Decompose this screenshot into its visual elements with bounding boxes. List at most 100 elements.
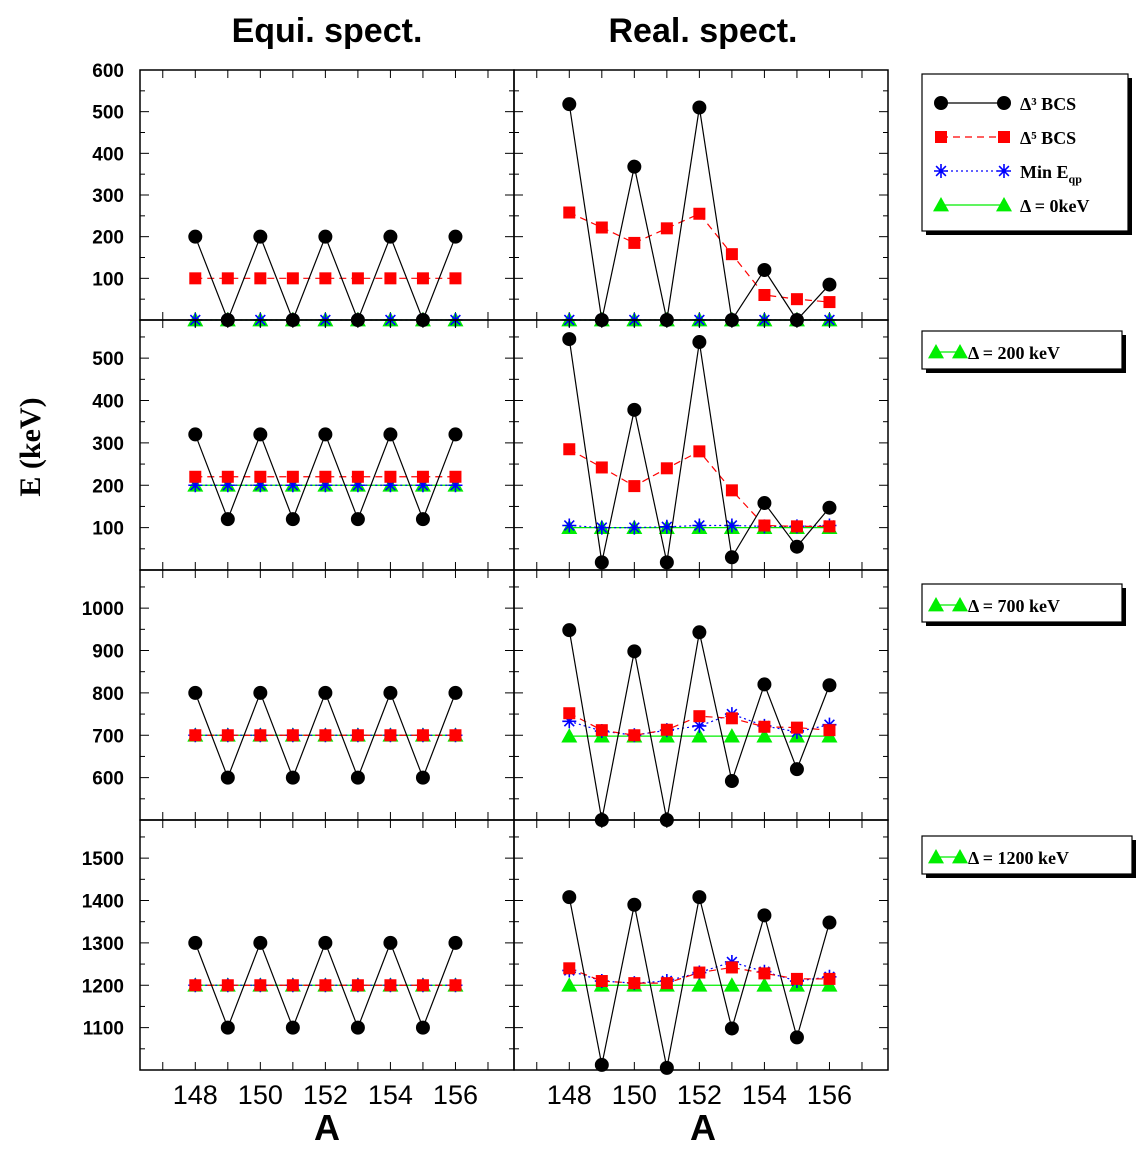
point-delta3 xyxy=(448,229,463,244)
point-delta5 xyxy=(254,470,267,483)
point-delta xyxy=(756,728,773,743)
point-delta5 xyxy=(286,272,299,285)
y-tick-label: 1400 xyxy=(82,892,124,913)
point-delta5 xyxy=(384,272,397,285)
point-min_eqp xyxy=(594,520,609,535)
point-delta5 xyxy=(563,962,576,975)
point-delta3 xyxy=(253,229,268,244)
point-delta5 xyxy=(758,967,771,980)
point-delta5 xyxy=(758,720,771,733)
point-min_eqp xyxy=(724,518,739,533)
point-min_eqp xyxy=(692,518,707,533)
point-delta3 xyxy=(448,427,463,442)
point-delta3 xyxy=(627,897,642,912)
point-delta5 xyxy=(693,445,706,458)
panels: 100 200 300 400 500 600 100 200 300 400 500 600 700 8… xyxy=(82,61,889,1110)
point-delta5 xyxy=(693,710,706,723)
point-delta3 xyxy=(220,512,235,527)
point-delta5 xyxy=(449,470,462,483)
point-delta3 xyxy=(724,550,739,565)
y-tick-label: 600 xyxy=(92,61,124,82)
point-delta3 xyxy=(789,762,804,777)
point-delta5 xyxy=(189,470,202,483)
y-tick-label: 400 xyxy=(92,392,124,413)
point-delta5 xyxy=(660,723,673,736)
point-delta3 xyxy=(627,644,642,659)
gap-legend-marker xyxy=(928,597,944,612)
point-delta3 xyxy=(318,685,333,700)
point-delta5 xyxy=(416,729,429,742)
point-min_eqp xyxy=(383,478,398,493)
point-delta5 xyxy=(254,272,267,285)
point-delta5 xyxy=(758,289,771,301)
gap-legend-box xyxy=(921,330,1123,370)
point-delta3 xyxy=(220,1020,235,1035)
y-tick-label: 1000 xyxy=(82,599,124,620)
gap-legend-shadow xyxy=(926,874,1136,878)
point-delta5 xyxy=(823,724,836,737)
legend-marker xyxy=(997,164,1011,178)
y-tick-label: 1300 xyxy=(82,934,124,955)
point-min_eqp xyxy=(627,520,642,535)
point-delta5 xyxy=(628,729,641,742)
point-delta3 xyxy=(594,555,609,570)
point-delta3 xyxy=(415,512,430,527)
point-delta3 xyxy=(627,402,642,417)
point-delta3 xyxy=(188,229,203,244)
point-delta5 xyxy=(221,729,234,742)
point-delta3 xyxy=(318,229,333,244)
point-delta3 xyxy=(692,100,707,115)
point-delta3 xyxy=(253,685,268,700)
point-min_eqp xyxy=(692,718,707,733)
gap-legend-shadow xyxy=(1122,588,1126,626)
panel-equi-row-3 xyxy=(140,570,514,820)
panel-frame xyxy=(513,569,889,821)
point-delta3 xyxy=(220,770,235,785)
legend-marker xyxy=(934,96,948,110)
y-axis-title: E (keV) xyxy=(14,397,47,496)
point-delta3 xyxy=(318,427,333,442)
point-delta3 xyxy=(822,915,837,930)
point-delta5 xyxy=(189,979,202,992)
point-min_eqp xyxy=(350,478,365,493)
point-delta3 xyxy=(383,229,398,244)
point-delta3 xyxy=(415,770,430,785)
point-delta5 xyxy=(595,975,608,988)
y-tick-label: 1500 xyxy=(82,849,124,870)
point-delta5 xyxy=(563,206,576,219)
point-delta5 xyxy=(563,443,576,456)
point-delta3 xyxy=(724,774,739,789)
point-delta3 xyxy=(318,935,333,950)
y-tick-label: 500 xyxy=(92,103,124,124)
point-min_eqp xyxy=(253,478,268,493)
legend-label-subscript: qp xyxy=(1069,172,1083,186)
point-delta5 xyxy=(319,979,332,992)
y-tick-label: 800 xyxy=(92,684,124,705)
point-delta5 xyxy=(790,972,803,985)
legend-shadow xyxy=(926,231,1132,235)
point-delta3 xyxy=(692,890,707,905)
point-delta5 xyxy=(790,293,803,306)
legend-label: Δ = 0keV xyxy=(1020,196,1090,216)
point-delta xyxy=(691,728,708,743)
legend-marker xyxy=(996,197,1012,212)
point-delta5 xyxy=(628,480,641,493)
gap-legend-row-4: Δ = 1200 keV xyxy=(921,835,1136,878)
y-tick-label: 600 xyxy=(92,769,124,790)
point-delta3 xyxy=(724,1021,739,1036)
point-delta3 xyxy=(188,935,203,950)
y-tick-label: 100 xyxy=(92,519,124,540)
point-delta5 xyxy=(351,272,364,285)
x-tick-label: 150 xyxy=(238,1080,283,1110)
gap-legend-marker xyxy=(952,849,968,864)
point-delta5 xyxy=(660,977,673,990)
point-delta5 xyxy=(595,221,608,234)
series-line-min_eqp xyxy=(569,961,830,984)
point-delta5 xyxy=(595,724,608,737)
point-min_eqp xyxy=(562,518,577,533)
y-tick-label: 700 xyxy=(92,726,124,747)
point-delta3 xyxy=(562,97,577,112)
y-tick-label: 100 xyxy=(92,269,124,290)
